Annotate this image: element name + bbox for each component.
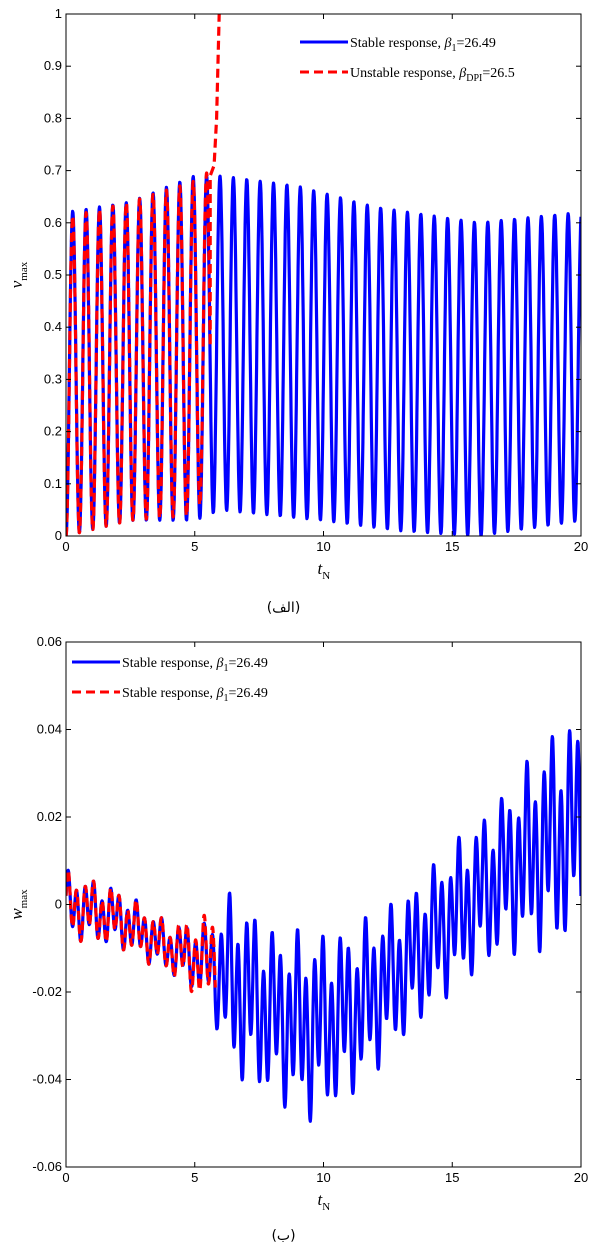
- y-axis-label: wmax: [7, 889, 30, 920]
- y-tick-label: 0.9: [44, 58, 62, 73]
- x-tick-label: 0: [62, 1170, 69, 1185]
- series-line-1: [66, 14, 221, 536]
- y-tick-label: 0.2: [44, 424, 62, 439]
- series-line-0: [66, 174, 581, 536]
- y-tick-label: 0.4: [44, 319, 62, 334]
- series-line-1: [66, 868, 217, 994]
- legend-text: Unstable response,: [350, 66, 459, 81]
- y-tick-label: 0.02: [37, 809, 62, 824]
- x-tick-label: 15: [445, 539, 459, 554]
- y-tick-label: 0: [55, 528, 62, 543]
- legend-tail: =26.5: [482, 66, 514, 81]
- x-axis-label-sub: N: [322, 570, 330, 582]
- y-tick-label: -0.06: [32, 1159, 62, 1174]
- y-tick-label: 0.5: [44, 267, 62, 282]
- x-axis-label: tN: [318, 1190, 331, 1213]
- legend-text: Stable response,: [350, 36, 444, 51]
- plot-area: [66, 729, 581, 1123]
- legend-text: Stable response,: [122, 686, 216, 701]
- series-line-0: [66, 729, 581, 1123]
- legend-beta: β: [443, 36, 451, 51]
- x-tick-label: 20: [574, 539, 588, 554]
- y-tick-label: 0.6: [44, 215, 62, 230]
- figure-caption: (ب): [271, 1228, 295, 1244]
- y-tick-label: -0.04: [32, 1072, 62, 1087]
- y-tick-label: -0.02: [32, 984, 62, 999]
- figure-caption: (الف): [267, 600, 301, 616]
- y-tick-label: 1: [55, 6, 62, 21]
- x-tick-label: 20: [574, 1170, 588, 1185]
- x-tick-label: 10: [316, 1170, 330, 1185]
- legend-tail: =26.49: [228, 656, 267, 671]
- x-tick-label: 0: [62, 539, 69, 554]
- x-tick-label: 5: [191, 1170, 198, 1185]
- y-axis-label-main: w: [7, 908, 26, 920]
- y-axis-label-main: v: [7, 280, 26, 288]
- legend-beta: β: [458, 66, 466, 81]
- x-axis-label-sub: N: [322, 1201, 330, 1213]
- y-tick-label: 0.06: [37, 634, 62, 649]
- legend-text: Stable response,: [122, 656, 216, 671]
- chart-v-max: 0 5 10 15 2000.10.20.30.40.50.60.70.80.91tNv…: [7, 6, 588, 616]
- x-tick-label: 5: [191, 539, 198, 554]
- legend-tail: =26.49: [456, 36, 495, 51]
- chart-w-max: 0 5 10 15 20-0.06-0.04-0.0200.020.040.06tNwm…: [7, 634, 588, 1244]
- x-axis-label-main: t: [318, 559, 324, 578]
- legend-beta: β: [215, 656, 223, 671]
- legend-entry-1: Unstable response, βDPI=26.5: [350, 66, 515, 84]
- y-tick-label: 0: [55, 897, 62, 912]
- legend-sub: 1: [223, 663, 228, 674]
- plot-area: [66, 14, 581, 536]
- x-tick-label: 15: [445, 1170, 459, 1185]
- y-axis-label-sub: max: [18, 889, 30, 908]
- x-tick-label: 10: [316, 539, 330, 554]
- y-tick-label: 0.1: [44, 476, 62, 491]
- legend-tail: =26.49: [228, 686, 267, 701]
- y-tick-label: 0.04: [37, 722, 62, 737]
- legend-beta: β: [215, 686, 223, 701]
- legend-sub: 1: [451, 43, 456, 54]
- legend-entry-0: Stable response, β1=26.49: [122, 656, 268, 674]
- y-tick-label: 0.3: [44, 371, 62, 386]
- y-tick-label: 0.8: [44, 110, 62, 125]
- y-axis-label: vmax: [7, 261, 30, 288]
- legend-sub: DPI: [466, 73, 482, 84]
- y-tick-label: 0.7: [44, 163, 62, 178]
- x-axis-label: tN: [318, 559, 331, 582]
- legend-sub: 1: [223, 693, 228, 704]
- y-axis-label-sub: max: [18, 261, 30, 280]
- legend-entry-1: Stable response, β1=26.49: [122, 686, 268, 704]
- legend-entry-0: Stable response, β1=26.49: [350, 36, 496, 54]
- x-axis-label-main: t: [318, 1190, 324, 1209]
